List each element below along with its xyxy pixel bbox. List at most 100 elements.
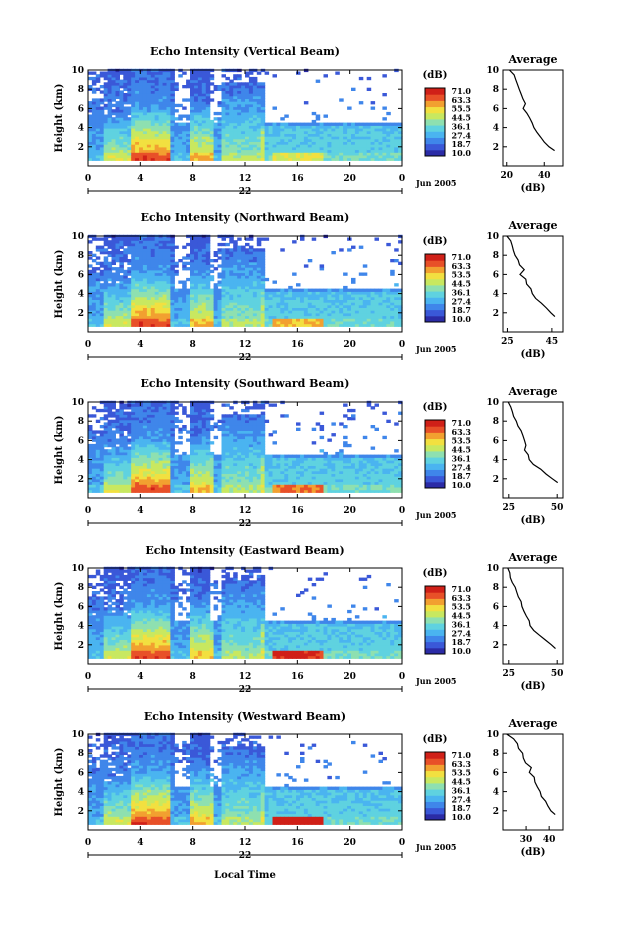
heatmap-cell — [119, 304, 124, 308]
heatmap-cell — [123, 125, 128, 129]
heatmap-cell — [119, 93, 124, 97]
heatmap-cell — [154, 251, 160, 255]
heatmap-cell — [221, 111, 226, 116]
heatmap-cell — [245, 259, 250, 263]
heatmap-cell — [205, 291, 211, 295]
heatmap-cell — [237, 114, 242, 118]
heatmap-cell — [335, 152, 340, 156]
heatmap-cell — [178, 136, 183, 140]
heatmap-cell — [95, 277, 101, 282]
heatmap-cell — [229, 283, 234, 287]
heatmap-cell — [296, 130, 301, 134]
heatmap-cell — [366, 149, 372, 153]
heatmap-cell — [323, 152, 328, 156]
heatmap-cell — [95, 291, 101, 295]
heatmap-cell — [272, 144, 277, 148]
heatmap-cell — [166, 294, 171, 298]
heatmap-cell — [158, 299, 164, 303]
heatmap-cell — [158, 302, 164, 306]
heatmap-cell — [190, 256, 195, 260]
heatmap-cell — [209, 291, 215, 295]
heatmap-cell — [131, 133, 136, 137]
heatmap-cell — [256, 283, 262, 287]
heatmap-cell — [131, 280, 136, 284]
heatmap-cell — [252, 101, 258, 105]
heatmap-cell — [127, 149, 132, 153]
heatmap-cell — [182, 291, 187, 295]
heatmap-cell — [123, 248, 128, 252]
heatmap-cell — [139, 280, 144, 284]
heatmap-cell — [394, 146, 399, 151]
heatmap-cell — [142, 154, 148, 159]
heatmap-cell — [107, 71, 113, 75]
heatmap-cell — [347, 138, 352, 142]
heatmap-cell — [135, 122, 140, 126]
heatmap-cell — [245, 237, 250, 241]
heatmap-cell — [307, 141, 313, 145]
heatmap-cell — [245, 144, 250, 148]
heatmap-cell — [91, 101, 97, 105]
heatmap-cell — [103, 294, 109, 298]
heatmap-cell — [237, 275, 242, 279]
heatmap-cell — [158, 136, 164, 140]
heatmap-cell — [237, 296, 242, 300]
heatmap-cell — [99, 261, 105, 265]
heatmap-cell — [142, 312, 148, 317]
heatmap-cell — [119, 318, 124, 322]
heatmap-cell — [194, 285, 199, 290]
heatmap-cell — [374, 130, 379, 134]
heatmap-cell — [205, 125, 211, 129]
heatmap-cell — [88, 136, 93, 140]
heatmap-cell — [123, 106, 128, 110]
heatmap-cell — [127, 141, 132, 145]
heatmap-cell — [127, 130, 132, 134]
heatmap-cell — [150, 283, 156, 287]
heatmap-cell — [166, 283, 171, 287]
heatmap-cell — [142, 323, 148, 327]
heatmap-cell — [166, 82, 171, 86]
heatmap-cell — [95, 128, 101, 132]
heatmap-cell — [197, 98, 203, 102]
heatmap-cell — [245, 302, 250, 306]
heatmap-cell — [139, 98, 144, 102]
heatmap-cell — [166, 259, 171, 263]
heatmap-cell — [229, 141, 234, 145]
heatmap-cell — [213, 323, 219, 327]
heatmap-cell — [205, 74, 211, 78]
heatmap-cell — [237, 101, 242, 105]
heatmap-cell — [103, 103, 109, 108]
heatmap-cell — [205, 93, 211, 97]
heatmap-cell — [194, 256, 199, 260]
heatmap-cell — [154, 157, 160, 161]
heatmap-cell — [91, 106, 97, 110]
heatmap-cell — [252, 85, 258, 89]
heatmap-cell — [300, 144, 305, 148]
heatmap-cell — [366, 288, 372, 292]
heatmap-cell — [91, 114, 97, 118]
heatmap-cell — [315, 157, 321, 161]
heatmap-cell — [390, 288, 395, 292]
heatmap-cell — [158, 275, 164, 279]
heatmap-cell — [162, 240, 168, 244]
heatmap-cell — [197, 101, 203, 105]
heatmap-cell — [209, 318, 215, 322]
heatmap-cell — [91, 318, 97, 322]
heatmap-cell — [178, 122, 183, 126]
heatmap-cell — [174, 146, 179, 151]
heatmap-cell — [256, 296, 262, 300]
heatmap-cell — [194, 296, 199, 300]
heatmap-cell — [127, 128, 132, 132]
heatmap-cell — [256, 310, 262, 314]
heatmap-cell — [229, 248, 234, 252]
heatmap-cell — [260, 87, 266, 91]
heatmap-cell — [252, 323, 258, 327]
heatmap-cell — [256, 98, 262, 102]
heatmap-cell — [256, 149, 262, 153]
heatmap-cell — [158, 267, 164, 271]
heatmap-cell — [241, 90, 246, 94]
heatmap-cell — [327, 133, 332, 137]
heatmap-cell — [95, 283, 101, 287]
heatmap-cell — [209, 451, 215, 456]
heatmap-cell — [111, 280, 116, 284]
heatmap-cell — [170, 133, 175, 137]
